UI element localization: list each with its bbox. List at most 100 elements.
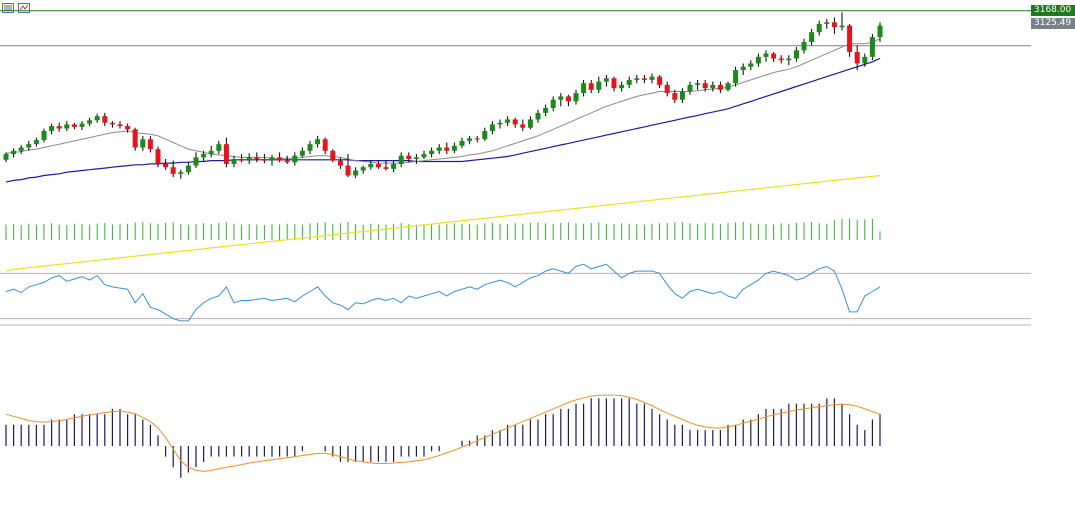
candle-down: [71, 124, 77, 127]
last-price-label: 3125.49: [1031, 18, 1075, 29]
candle-down: [611, 78, 617, 89]
candle-up: [634, 78, 640, 80]
indicator-list-icon[interactable]: [2, 3, 14, 13]
candle-down: [444, 147, 450, 151]
candle-up: [710, 84, 716, 89]
ma-long-line: [5, 174, 881, 272]
candle-down: [56, 126, 62, 129]
candle-down: [284, 160, 290, 163]
candle-up: [603, 78, 609, 82]
candle-up: [786, 58, 792, 61]
candle-up: [353, 170, 359, 176]
candle-up: [360, 167, 366, 171]
candle-down: [672, 93, 678, 100]
candle-up: [558, 96, 564, 100]
candle-up: [26, 144, 32, 148]
candle-down: [345, 165, 351, 176]
candle-up: [185, 165, 191, 173]
candle-up: [208, 150, 214, 155]
candle-up: [368, 163, 374, 168]
candle-down: [170, 167, 176, 174]
candle-down: [125, 126, 131, 130]
candle-down: [261, 159, 267, 161]
candle-up: [695, 83, 701, 85]
candle-down: [406, 155, 412, 159]
candle-up: [216, 144, 222, 151]
candle-down: [322, 139, 328, 151]
candle-up: [869, 37, 875, 57]
candle-down: [132, 129, 138, 148]
candle-up: [421, 154, 427, 158]
candle-up: [877, 25, 883, 38]
candle-down: [588, 83, 594, 90]
candle-up: [315, 139, 321, 145]
candle-down: [778, 58, 784, 61]
candle-up: [459, 140, 465, 146]
candle-up: [679, 91, 685, 100]
candle-up: [816, 23, 822, 33]
candle-up: [178, 172, 184, 174]
candle-up: [231, 159, 237, 164]
candle-up: [550, 99, 556, 108]
candle-down: [155, 149, 161, 164]
candle-down: [771, 53, 777, 59]
candle-up: [193, 157, 199, 166]
candle-up: [581, 83, 587, 94]
candle-up: [429, 150, 435, 155]
candle-up: [748, 63, 754, 67]
candle-down: [163, 163, 169, 168]
candle-down: [239, 159, 245, 161]
candle-up: [246, 157, 252, 161]
candle-up: [269, 157, 275, 161]
candle-down: [702, 83, 708, 89]
candle-up: [862, 56, 868, 64]
candle-down: [512, 119, 518, 125]
candle-up: [505, 119, 511, 123]
candle-down: [854, 51, 860, 64]
candle-down: [831, 22, 837, 28]
candle-down: [657, 76, 663, 85]
candle-up: [3, 154, 9, 160]
chart-toolbar: [2, 3, 30, 13]
candle-up: [740, 66, 746, 71]
candle-down: [847, 25, 853, 52]
candle-up: [649, 76, 655, 80]
candle-down: [254, 157, 260, 159]
candle-up: [687, 84, 693, 92]
candle-up: [793, 50, 799, 59]
candle-down: [520, 124, 526, 128]
chart-properties-icon[interactable]: [18, 3, 30, 13]
candle-up: [725, 83, 731, 90]
candle-up: [451, 145, 457, 151]
candle-down: [474, 138, 480, 140]
candle-up: [573, 93, 579, 102]
candle-up: [140, 139, 146, 148]
candle-down: [117, 124, 123, 127]
candle-up: [527, 119, 533, 128]
candle-up: [413, 157, 419, 159]
candle-up: [33, 140, 39, 145]
candle-up: [467, 138, 473, 141]
candle-down: [102, 116, 108, 123]
candle-down: [337, 160, 343, 166]
candle-up: [299, 150, 305, 156]
candle-down: [109, 122, 115, 125]
candle-up: [18, 147, 24, 151]
upper-level-price-label: 3168.00: [1031, 5, 1075, 16]
candle-up: [839, 25, 845, 28]
candle-up: [41, 131, 47, 141]
candle-up: [543, 107, 549, 113]
candle-up: [596, 81, 602, 90]
candle-up: [436, 147, 442, 151]
rsi-line: [5, 263, 881, 322]
candle-up: [292, 155, 298, 163]
candle-up: [201, 154, 207, 158]
candle-up: [94, 116, 100, 121]
candle-up: [489, 124, 495, 131]
candle-down: [565, 96, 571, 102]
candle-down: [330, 150, 336, 161]
candle-up: [87, 120, 93, 124]
candle-up: [824, 22, 830, 24]
candle-up: [79, 123, 85, 127]
